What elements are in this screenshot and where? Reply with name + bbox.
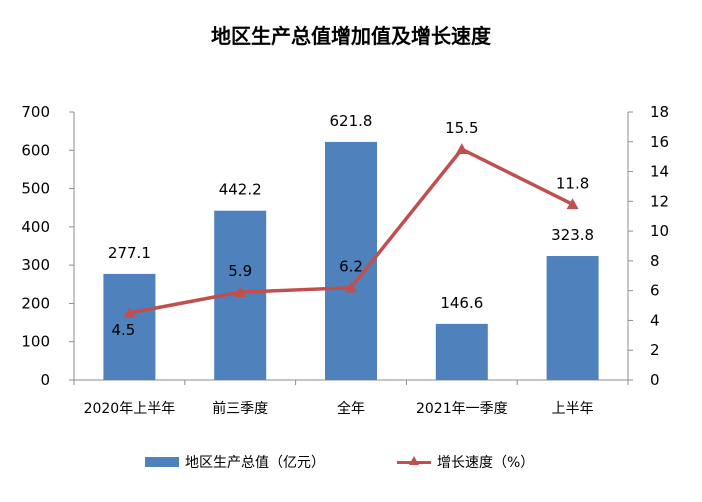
y-right-tick-label: 0 bbox=[650, 371, 660, 389]
chart-title: 地区生产总值增加值及增长速度 bbox=[211, 24, 491, 48]
y-right-tick-label: 14 bbox=[650, 163, 669, 181]
x-tick-label: 前三季度 bbox=[212, 400, 268, 417]
x-tick-label: 全年 bbox=[337, 400, 365, 417]
line-data-label: 5.9 bbox=[228, 262, 252, 280]
y-right-tick-label: 4 bbox=[650, 311, 660, 329]
y-left-tick-label: 300 bbox=[21, 256, 50, 274]
growth-marker bbox=[234, 286, 247, 297]
y-right-tick-label: 16 bbox=[650, 133, 669, 151]
y-left-tick-label: 500 bbox=[21, 180, 50, 198]
legend-label-gdp: 地区生产总值（亿元） bbox=[185, 455, 325, 471]
bar-data-label: 146.6 bbox=[440, 294, 483, 312]
y-right-tick-label: 8 bbox=[650, 252, 660, 270]
y-left-tick-label: 600 bbox=[21, 141, 50, 159]
legend-item-growth: 增长速度（%） bbox=[397, 452, 534, 472]
x-tick-label: 2021年一季度 bbox=[416, 401, 508, 417]
y-left-tick-label: 200 bbox=[21, 294, 50, 312]
growth-marker bbox=[123, 307, 136, 318]
legend-swatch-line bbox=[397, 456, 431, 468]
bar bbox=[435, 323, 488, 380]
bar bbox=[325, 141, 377, 380]
growth-marker bbox=[455, 143, 468, 155]
legend-item-gdp: 地区生产总值（亿元） bbox=[145, 452, 325, 472]
bar-data-label: 323.8 bbox=[551, 226, 594, 244]
bar-data-label: 621.8 bbox=[330, 112, 373, 130]
y-left-tick-label: 400 bbox=[21, 218, 50, 236]
line-data-label: 15.5 bbox=[445, 119, 478, 137]
legend-swatch-bar bbox=[145, 457, 179, 467]
y-left-tick-label: 700 bbox=[21, 103, 50, 121]
y-right-tick-label: 18 bbox=[650, 103, 669, 121]
bar-data-label: 277.1 bbox=[108, 244, 151, 262]
y-left-tick-label: 0 bbox=[40, 371, 50, 389]
line-data-label: 4.5 bbox=[111, 321, 135, 339]
y-right-tick-label: 6 bbox=[650, 282, 660, 300]
y-left-tick-label: 100 bbox=[21, 333, 50, 351]
bar bbox=[546, 256, 599, 380]
y-right-tick-label: 12 bbox=[650, 192, 669, 210]
legend-label-growth: 增长速度（%） bbox=[437, 455, 535, 471]
bar bbox=[103, 273, 156, 380]
growth-marker bbox=[566, 198, 579, 210]
line-data-label: 11.8 bbox=[556, 174, 589, 192]
y-right-tick-label: 2 bbox=[650, 341, 660, 359]
y-right-tick-label: 10 bbox=[650, 222, 669, 240]
x-tick-label: 上半年 bbox=[552, 401, 594, 417]
bar-data-label: 442.2 bbox=[219, 181, 262, 199]
line-data-label: 6.2 bbox=[339, 258, 363, 276]
growth-marker bbox=[345, 281, 357, 293]
x-tick-label: 2020年上半年 bbox=[84, 401, 176, 417]
